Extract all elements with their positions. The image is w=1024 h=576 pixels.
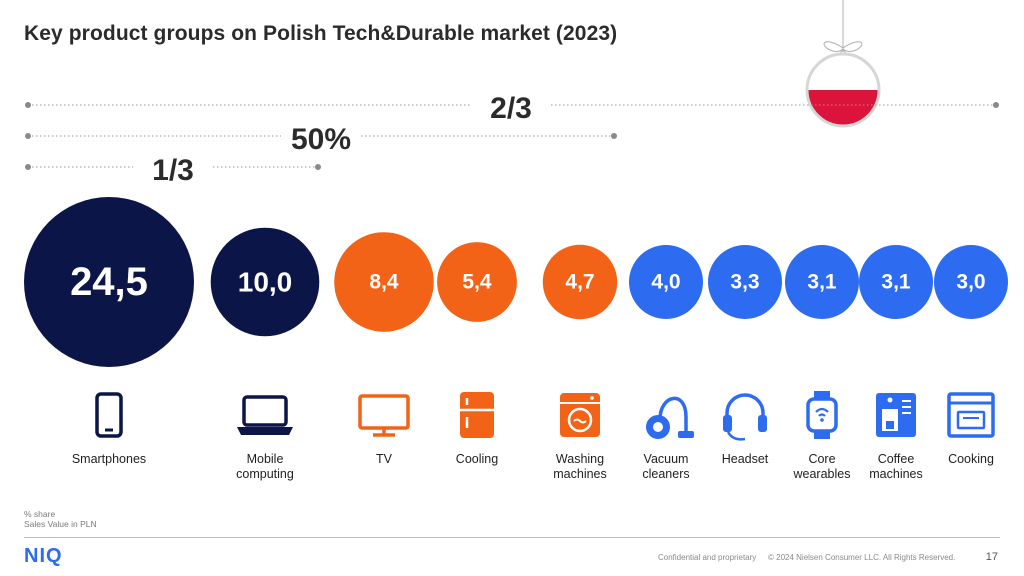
- bubble-3: [437, 242, 517, 322]
- category-label: Smartphones: [71, 452, 147, 466]
- category-label: TV: [376, 452, 392, 466]
- note-measure: Sales Value in PLN: [24, 519, 97, 529]
- tv-icon: [358, 394, 410, 437]
- washing-machine-icon: [560, 393, 600, 437]
- bracket-dot: [993, 102, 999, 108]
- headset-icon: [723, 393, 767, 441]
- bracket-label: 50%: [291, 123, 351, 156]
- bubble-8: [859, 245, 933, 319]
- bubble-value-label: 3,1: [881, 271, 911, 294]
- footer-divider: [24, 537, 1000, 538]
- vacuum-cleaner-icon: [646, 396, 694, 439]
- bubble-9: [934, 245, 1008, 319]
- bubble-value-label: 3,1: [807, 271, 837, 294]
- bubble-value-label: 5,4: [462, 271, 492, 294]
- bracket-label: 2/3: [490, 92, 532, 125]
- bubble-7: [785, 245, 859, 319]
- share-brackets: 1/3 50% 2/3: [25, 92, 999, 187]
- bubble-0: [24, 197, 194, 367]
- category-label: Washing machines: [553, 452, 607, 481]
- coffee-machine-icon: [876, 393, 916, 437]
- page-number: 17: [985, 551, 998, 563]
- footer-copyright: © 2024 Nielsen Consumer LLC. All Rights …: [768, 553, 956, 562]
- bracket-dot: [611, 133, 617, 139]
- bubble-value-label: 3,0: [956, 271, 985, 294]
- bubble-value-label: 10,0: [238, 267, 293, 298]
- bubble-2: [334, 232, 434, 332]
- bubble-value-label: 3,3: [730, 271, 759, 294]
- bracket-dot: [25, 164, 31, 170]
- oven-icon: [947, 392, 995, 438]
- category-label: Vacuum cleaners: [642, 452, 690, 481]
- poland-flag-ornament: [805, 0, 881, 128]
- note-unit: % share: [24, 509, 56, 519]
- category-label: Cooling: [455, 452, 499, 466]
- bubble-value-label: 8,4: [369, 271, 399, 294]
- category-label: Cooking: [948, 452, 994, 466]
- bubble-value-label: 4,7: [565, 271, 594, 294]
- bracket-dot: [25, 133, 31, 139]
- footer-confidential: Confidential and proprietary: [658, 553, 757, 562]
- bubble-value-label: 4,0: [651, 271, 680, 294]
- category-icons: [95, 391, 995, 441]
- bubble-1: [210, 227, 320, 337]
- category-label: Headset: [721, 452, 769, 466]
- page-title: Key product groups on Polish Tech&Durabl…: [24, 22, 618, 45]
- bubble-value-label: 24,5: [70, 260, 148, 304]
- category-label: Core wearables: [793, 452, 851, 481]
- bracket-label: 1/3: [152, 154, 194, 187]
- bubble-5: [629, 245, 703, 319]
- bubble-6: [708, 245, 782, 319]
- category-label: Mobile computing: [236, 452, 294, 481]
- bracket-dot: [315, 164, 321, 170]
- laptop-icon: [237, 395, 293, 435]
- bubbles: 24,5 10,0 8,4 5,4 4,7 4,0 3,3 3,1 3,1 3,0: [24, 197, 1008, 367]
- fridge-icon: [460, 392, 494, 438]
- bubble-4: [542, 244, 618, 320]
- niq-logo: NIQ: [24, 545, 63, 567]
- smartphone-icon: [95, 392, 123, 438]
- category-label: Coffee machines: [869, 452, 923, 481]
- smartwatch-icon: [806, 391, 838, 439]
- bracket-dot: [25, 102, 31, 108]
